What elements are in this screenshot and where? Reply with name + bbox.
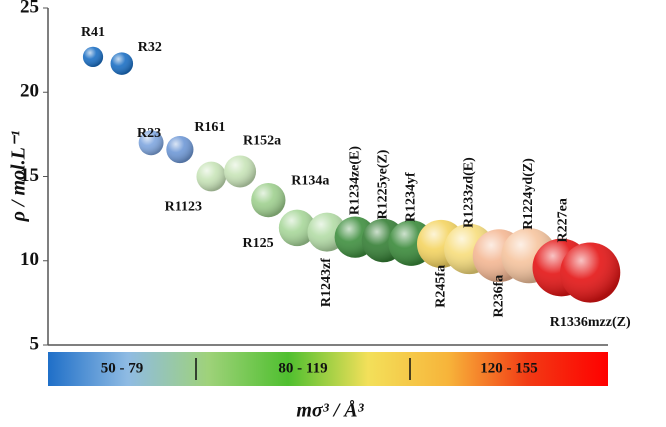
bubble-shine bbox=[82, 46, 104, 67]
point-label: R1234ze(E) bbox=[347, 146, 362, 216]
point-label: R134a bbox=[291, 173, 329, 188]
y-axis-label: ρ / mol.L⁻¹ bbox=[8, 131, 30, 223]
bubble-shine bbox=[560, 242, 621, 303]
y-tick-label: 20 bbox=[20, 81, 39, 102]
point-label: R23 bbox=[137, 126, 161, 141]
bubble-shine bbox=[224, 155, 257, 188]
point-label: R125 bbox=[243, 236, 274, 251]
bubble-shine bbox=[251, 182, 286, 218]
colorbar-label: 50 - 79 bbox=[101, 360, 144, 376]
bubble-shine bbox=[278, 209, 316, 247]
point-label: R1243zf bbox=[319, 258, 334, 307]
y-tick-label: 10 bbox=[20, 249, 39, 270]
bubble-shine bbox=[196, 161, 227, 192]
colorbar-label: 80 - 119 bbox=[278, 360, 327, 376]
point-label: R152a bbox=[243, 134, 281, 149]
y-tick-label: 25 bbox=[20, 0, 39, 17]
point-label: R236fa bbox=[491, 275, 506, 318]
point-label: R1225ye(Z) bbox=[376, 149, 391, 219]
bubble-shine bbox=[166, 135, 194, 164]
x-axis-label: mσ³ / Å³ bbox=[296, 400, 364, 422]
point-label: R245fa bbox=[433, 265, 448, 308]
colorbar bbox=[48, 352, 608, 386]
point-label: R161 bbox=[194, 120, 225, 135]
colorbar-label: 120 - 155 bbox=[480, 360, 538, 376]
point-label: R1336mzz(Z) bbox=[550, 315, 631, 330]
y-tick-label: 15 bbox=[20, 165, 39, 186]
point-label: R32 bbox=[138, 40, 162, 55]
point-label: R41 bbox=[81, 25, 105, 40]
point-label: R227ea bbox=[556, 198, 571, 242]
point-label: R1233zd(E) bbox=[462, 157, 477, 228]
bubble-shine bbox=[110, 52, 134, 75]
point-label: R1224yd(Z) bbox=[521, 158, 536, 230]
point-label: R1234yf bbox=[403, 172, 418, 222]
point-label: R1123 bbox=[165, 200, 202, 215]
bubble-shine bbox=[138, 130, 164, 156]
y-tick-label: 5 bbox=[30, 333, 40, 354]
